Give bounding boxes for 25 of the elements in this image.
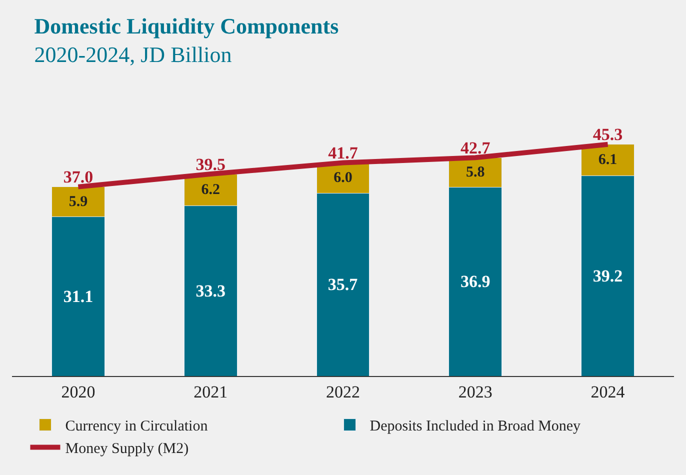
data-label: 5.8: [466, 164, 485, 180]
text: 2020-2024, JD Billion: [34, 42, 232, 67]
x-tick-label: 2021: [194, 382, 228, 402]
x-tick-label: 2022: [326, 382, 360, 402]
legend-label: Money Supply (M2): [65, 441, 189, 458]
x-tick-label: 2023: [458, 382, 492, 402]
data-label: 39.2: [592, 266, 623, 286]
data-label: 45.3: [592, 125, 623, 144]
text: Domestic Liquidity Components: [34, 13, 340, 38]
data-label: 36.9: [460, 272, 490, 292]
legend-label: Currency in Circulation: [65, 418, 208, 435]
x-tick-label: 2020: [61, 382, 96, 402]
data-label: 39.5: [196, 154, 226, 174]
data-label: 35.7: [328, 275, 358, 294]
x-tick-label: 2024: [590, 382, 626, 402]
data-label: 6.1: [598, 152, 618, 168]
data-label: 6.2: [201, 182, 220, 198]
data-label: 42.7: [460, 138, 491, 158]
legend-label: Deposits Included in Broad Money: [370, 418, 582, 435]
data-label: 6.0: [334, 170, 352, 186]
data-label: 37.0: [63, 168, 94, 187]
data-label: 41.7: [328, 144, 358, 163]
data-label: 5.9: [68, 194, 88, 210]
data-label: 31.1: [63, 286, 94, 306]
data-label: 33.3: [196, 281, 226, 300]
